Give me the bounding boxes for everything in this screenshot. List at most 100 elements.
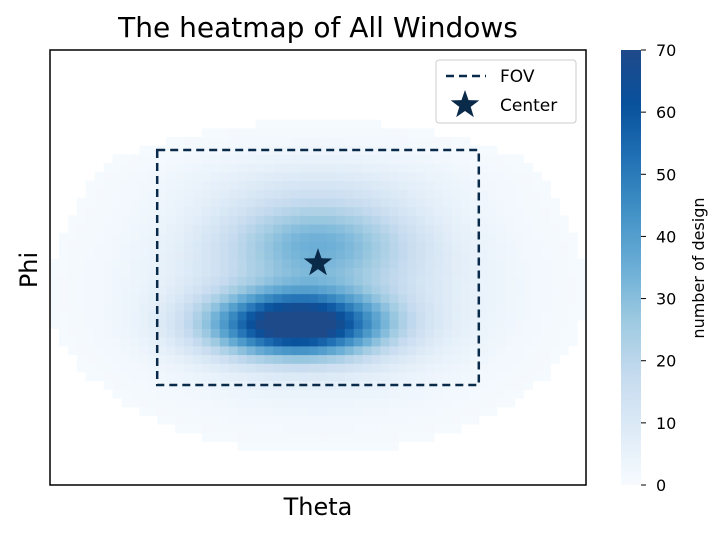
heatmap-cell bbox=[380, 415, 391, 425]
heatmap-cell bbox=[219, 432, 230, 443]
heatmap-cell bbox=[148, 354, 158, 364]
heatmap-cell bbox=[541, 371, 551, 382]
heatmap-cell bbox=[300, 224, 310, 234]
heatmap-cell bbox=[380, 432, 391, 443]
heatmap-cell bbox=[371, 180, 382, 190]
heatmap-cell bbox=[58, 267, 69, 277]
heatmap-cell bbox=[469, 180, 480, 190]
heatmap-cell bbox=[318, 137, 328, 147]
heatmap-cell bbox=[291, 180, 301, 190]
heatmap-cell bbox=[487, 354, 498, 364]
heatmap-cell bbox=[67, 267, 78, 277]
heatmap-cell bbox=[344, 363, 355, 373]
heatmap-cell bbox=[487, 345, 498, 356]
heatmap-cell bbox=[255, 389, 265, 399]
heatmap-cell bbox=[130, 389, 140, 399]
heatmap-cell bbox=[344, 241, 355, 251]
heatmap-cell bbox=[362, 302, 373, 312]
heatmap-cell bbox=[380, 215, 391, 225]
heatmap-cell bbox=[353, 302, 364, 312]
heatmap-cell bbox=[487, 206, 498, 216]
heatmap-cell bbox=[371, 215, 382, 225]
heatmap-cell bbox=[380, 224, 391, 234]
heatmap-cell bbox=[130, 267, 140, 277]
heatmap-cell bbox=[398, 276, 408, 286]
heatmap-cell bbox=[389, 337, 399, 347]
heatmap-cell bbox=[192, 293, 203, 303]
heatmap-cell bbox=[175, 293, 185, 303]
heatmap-cell bbox=[94, 328, 105, 338]
heatmap-cell bbox=[246, 163, 257, 173]
heatmap-cell bbox=[175, 363, 185, 373]
heatmap-cell bbox=[326, 345, 337, 356]
heatmap-cell bbox=[264, 276, 274, 286]
heatmap-cell bbox=[335, 319, 346, 329]
heatmap-cell bbox=[353, 206, 364, 216]
heatmap-cell bbox=[184, 354, 194, 364]
heatmap-cell bbox=[425, 284, 435, 295]
heatmap-cell bbox=[255, 206, 265, 216]
heatmap-cell bbox=[443, 258, 453, 269]
heatmap-cell bbox=[353, 311, 364, 321]
heatmap-cell bbox=[50, 267, 60, 277]
heatmap-cell bbox=[335, 415, 346, 425]
heatmap-cell bbox=[532, 337, 542, 347]
heatmap-cell bbox=[371, 163, 382, 173]
heatmap-cell bbox=[353, 337, 364, 347]
heatmap-cell bbox=[121, 302, 131, 312]
heatmap-cell bbox=[166, 215, 176, 225]
heatmap-cell bbox=[76, 363, 87, 373]
heatmap-cell bbox=[175, 250, 185, 260]
heatmap-cell bbox=[344, 319, 355, 329]
heatmap-cell bbox=[130, 363, 140, 373]
heatmap-cell bbox=[407, 284, 417, 295]
heatmap-cell bbox=[85, 258, 96, 269]
heatmap-cell bbox=[246, 197, 257, 208]
heatmap-cell bbox=[380, 328, 391, 338]
heatmap-cell bbox=[85, 189, 96, 199]
heatmap-cell bbox=[514, 232, 525, 242]
heatmap-cell bbox=[130, 345, 140, 356]
heatmap-cell bbox=[130, 337, 140, 347]
heatmap-cell bbox=[541, 284, 551, 295]
heatmap-cell bbox=[380, 371, 391, 382]
heatmap-cell bbox=[300, 206, 310, 216]
heatmap-cell bbox=[469, 189, 480, 199]
heatmap-cell bbox=[282, 258, 292, 269]
heatmap-cell bbox=[559, 232, 569, 242]
heatmap-cell bbox=[371, 119, 382, 129]
heatmap-cell bbox=[192, 224, 203, 234]
heatmap-cell bbox=[273, 189, 283, 199]
heatmap-cell bbox=[326, 354, 337, 364]
heatmap-cell bbox=[318, 424, 328, 434]
heatmap-cell bbox=[496, 267, 507, 277]
heatmap-cell bbox=[469, 267, 480, 277]
heatmap-cell bbox=[487, 406, 498, 416]
heatmap-cell bbox=[130, 232, 140, 242]
heatmap-cell bbox=[425, 345, 435, 356]
heatmap-cell bbox=[425, 337, 435, 347]
heatmap-cell bbox=[353, 354, 364, 364]
heatmap-cell bbox=[148, 345, 158, 356]
heatmap-cell bbox=[255, 354, 265, 364]
heatmap-cell bbox=[514, 197, 525, 208]
heatmap-cell bbox=[371, 145, 382, 155]
heatmap-cell bbox=[443, 398, 453, 408]
heatmap-cell bbox=[166, 206, 176, 216]
heatmap-cell bbox=[273, 441, 283, 451]
heatmap-cell bbox=[344, 180, 355, 190]
heatmap-cell bbox=[192, 206, 203, 216]
heatmap-cell bbox=[389, 293, 399, 303]
heatmap-cell bbox=[184, 171, 194, 182]
heatmap-cell bbox=[460, 345, 471, 356]
heatmap-cell bbox=[496, 189, 507, 199]
heatmap-cell bbox=[460, 415, 471, 425]
heatmap-cell bbox=[175, 311, 185, 321]
heatmap-cell bbox=[559, 311, 569, 321]
heatmap-cell bbox=[201, 189, 212, 199]
heatmap-cell bbox=[219, 371, 230, 382]
heatmap-cell bbox=[237, 267, 248, 277]
heatmap-cell bbox=[496, 293, 507, 303]
